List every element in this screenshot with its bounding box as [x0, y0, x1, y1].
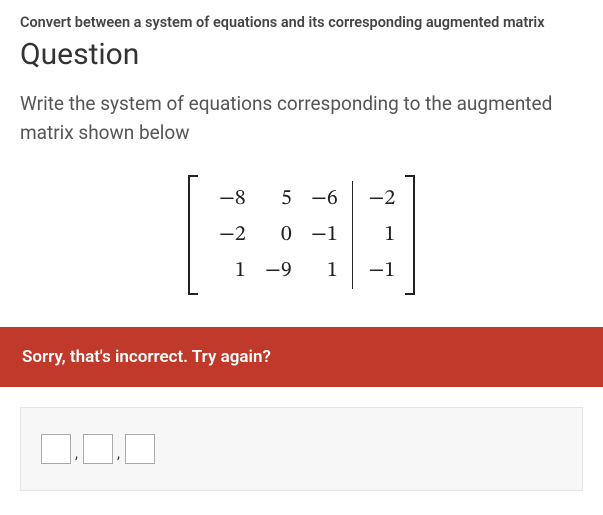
- matrix-cell: −6: [311, 185, 342, 213]
- answer-separator: ,: [75, 444, 79, 464]
- answer-area: , ,: [20, 407, 583, 491]
- answer-input-2[interactable]: [83, 434, 113, 464]
- question-container: Convert between a system of equations an…: [0, 0, 603, 491]
- question-heading: Question: [0, 35, 603, 82]
- matrix-cell: 1: [235, 257, 250, 285]
- matrix-cell: −2: [369, 185, 400, 213]
- coefficient-grid: −8 5 −6 −2 0 −1 1 −9 1: [204, 175, 342, 295]
- bracket-right: [405, 175, 415, 295]
- matrix-cell: 5: [281, 185, 296, 213]
- matrix-display: −8 5 −6 −2 0 −1 1 −9 1 −2 1 −1: [0, 157, 603, 327]
- matrix-cell: 1: [384, 221, 399, 249]
- matrix-cell: −2: [219, 221, 250, 249]
- augment-column: −2 1 −1: [363, 175, 399, 295]
- answer-input-3[interactable]: [125, 434, 155, 464]
- question-prompt: Write the system of equations correspond…: [0, 82, 603, 157]
- bracket-left: [188, 175, 198, 295]
- matrix-cell: −9: [265, 257, 296, 285]
- answer-input-1[interactable]: [41, 434, 71, 464]
- augmented-matrix: −8 5 −6 −2 0 −1 1 −9 1 −2 1 −1: [188, 175, 416, 295]
- topic-label: Convert between a system of equations an…: [0, 0, 603, 35]
- feedback-banner: Sorry, that's incorrect. Try again?: [0, 327, 603, 387]
- matrix-cell: −8: [219, 185, 250, 213]
- answer-separator: ,: [117, 444, 121, 464]
- matrix-cell: 0: [281, 221, 296, 249]
- augment-separator: [352, 181, 354, 289]
- matrix-cell: −1: [311, 221, 342, 249]
- matrix-cell: 1: [327, 257, 342, 285]
- matrix-cell: −1: [369, 257, 400, 285]
